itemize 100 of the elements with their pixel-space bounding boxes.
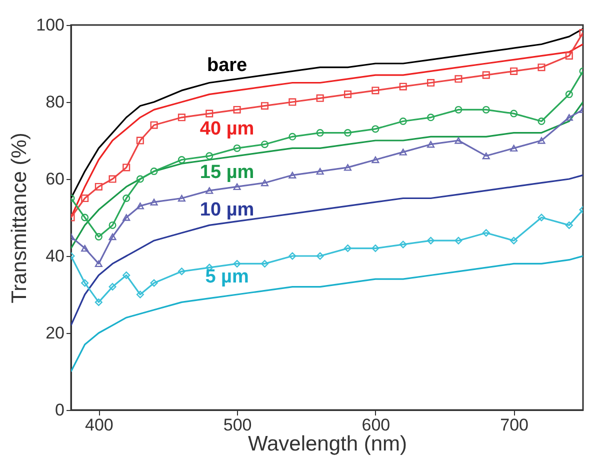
point — [94, 182, 102, 190]
series-label: 5 µm — [205, 266, 249, 288]
point — [108, 283, 116, 291]
point — [538, 117, 546, 126]
point — [178, 194, 186, 202]
point — [260, 260, 268, 268]
point — [565, 90, 573, 98]
point — [288, 132, 296, 140]
point — [233, 183, 241, 190]
point — [427, 78, 435, 87]
point — [565, 221, 573, 229]
point — [94, 260, 102, 268]
point — [482, 229, 490, 237]
point — [122, 164, 130, 172]
point — [510, 110, 518, 118]
x-tick-label: 500 — [223, 416, 252, 434]
point — [482, 71, 490, 79]
point — [482, 106, 490, 114]
point — [427, 236, 435, 244]
x-axis-title: Wavelength (nm) — [248, 432, 408, 456]
point — [150, 168, 158, 176]
point — [136, 136, 144, 144]
point — [316, 252, 324, 260]
point — [399, 240, 407, 248]
y-tick-label: 80 — [46, 92, 64, 112]
point — [565, 114, 573, 121]
point — [427, 141, 435, 148]
point — [108, 175, 116, 183]
point — [206, 187, 214, 194]
point — [81, 244, 89, 252]
point — [288, 98, 296, 106]
y-tick-label: 100 — [36, 16, 64, 34]
point — [344, 90, 352, 98]
point — [372, 125, 380, 133]
point — [316, 129, 324, 137]
point — [94, 298, 102, 306]
point — [260, 180, 268, 186]
point — [538, 64, 546, 72]
point — [108, 221, 116, 229]
point — [399, 82, 407, 90]
point — [81, 279, 89, 287]
point — [399, 117, 407, 126]
y-tick-label: 0 — [55, 400, 64, 420]
point — [150, 279, 158, 287]
point — [316, 168, 324, 175]
point — [122, 214, 130, 221]
point — [344, 244, 352, 252]
point — [399, 148, 407, 156]
x-tick-label: 700 — [500, 416, 528, 434]
point — [482, 152, 490, 160]
point — [178, 268, 186, 276]
point — [344, 164, 352, 171]
point — [233, 144, 241, 152]
point — [538, 214, 546, 222]
point — [316, 94, 324, 102]
point — [344, 129, 352, 137]
point — [538, 137, 546, 144]
point — [427, 114, 435, 122]
point — [206, 110, 214, 118]
point — [454, 236, 462, 244]
point — [206, 152, 214, 160]
point — [94, 232, 102, 241]
point — [510, 67, 518, 75]
point — [108, 233, 116, 240]
point — [510, 144, 518, 152]
point — [122, 194, 130, 202]
point — [288, 252, 296, 260]
y-tick-label: 40 — [46, 246, 64, 266]
point — [81, 214, 89, 222]
point — [178, 156, 186, 164]
series-label: bare — [206, 54, 248, 76]
point — [288, 172, 296, 178]
point — [136, 202, 144, 210]
series-label: 10 µm — [200, 199, 254, 220]
point — [454, 137, 462, 144]
point — [233, 106, 241, 114]
point — [510, 236, 518, 244]
point — [81, 194, 89, 202]
point — [150, 121, 158, 129]
point — [136, 290, 144, 298]
line-series — [71, 255, 583, 372]
x-tick-label: 400 — [84, 416, 114, 434]
point — [454, 106, 462, 114]
y-tick-label: 60 — [46, 170, 64, 188]
point — [136, 175, 144, 183]
point — [372, 244, 380, 252]
series-label: 15 µm — [200, 162, 254, 183]
series-label: 40 µm — [200, 118, 254, 140]
point — [150, 198, 158, 206]
point — [372, 156, 380, 164]
y-axis-title: Transmittance (%) — [8, 132, 32, 304]
y-tick-label: 20 — [46, 324, 64, 342]
point — [260, 140, 268, 148]
point — [372, 86, 380, 94]
point — [454, 75, 462, 83]
point — [178, 114, 186, 122]
point — [260, 102, 268, 110]
point — [565, 52, 573, 60]
point — [233, 260, 241, 268]
x-tick-label: 600 — [362, 416, 390, 434]
